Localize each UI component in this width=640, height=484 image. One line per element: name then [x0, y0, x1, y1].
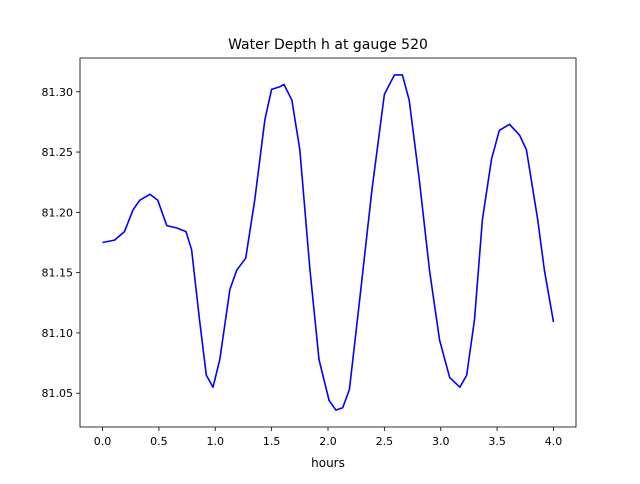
x-tick-label: 1.5 — [263, 435, 281, 448]
chart-title: Water Depth h at gauge 520 — [228, 37, 428, 53]
x-tick-label: 1.0 — [207, 435, 225, 448]
y-tick-label: 81.25 — [42, 146, 74, 159]
x-tick-label: 0.0 — [94, 435, 112, 448]
series-line-h — [102, 74, 555, 411]
y-tick-label: 81.05 — [42, 387, 74, 400]
y-tick-label: 81.15 — [42, 267, 74, 280]
x-tick-label: 2.5 — [376, 435, 394, 448]
x-tick-label: 2.0 — [319, 435, 337, 448]
y-tick-label: 81.10 — [42, 327, 74, 340]
x-axis-label: hours — [311, 456, 345, 470]
x-tick-label: 3.0 — [432, 435, 450, 448]
y-tick-label: 81.20 — [42, 206, 74, 219]
plot-frame — [79, 57, 577, 428]
y-tick-label: 81.30 — [42, 86, 74, 99]
x-tick-label: 0.5 — [150, 435, 168, 448]
x-tick-label: 4.0 — [545, 435, 563, 448]
x-tick-label: 3.5 — [488, 435, 506, 448]
